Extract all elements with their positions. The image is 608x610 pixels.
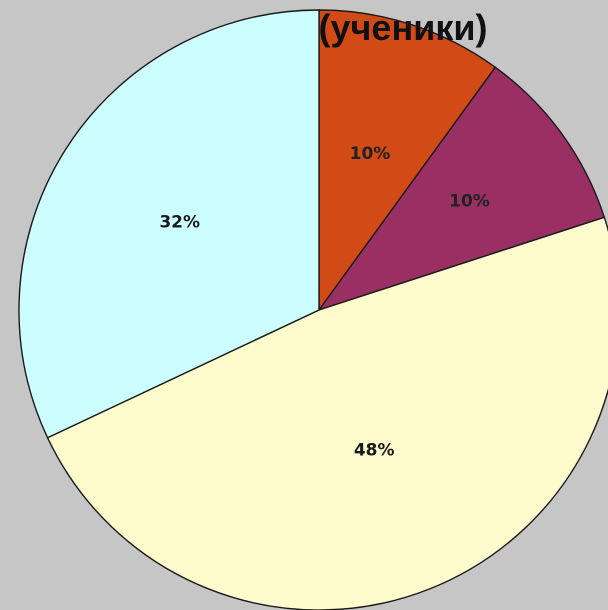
pie-data-label-4: 32% — [159, 213, 200, 233]
pie-slice-1 — [318, 9, 497, 313]
pie-data-label-2: 10% — [449, 192, 490, 212]
chart-title: (ученики) — [319, 7, 488, 48]
pie-slice-4 — [18, 9, 320, 439]
pie-slice-3 — [46, 216, 608, 610]
pie-slice-2 — [317, 66, 606, 312]
pie-slices — [18, 9, 608, 610]
pie-data-label-3: 48% — [354, 441, 395, 461]
pie-data-labels: 10% 10% 48% 32% — [159, 144, 490, 460]
pie-data-label-1: 10% — [350, 144, 391, 164]
